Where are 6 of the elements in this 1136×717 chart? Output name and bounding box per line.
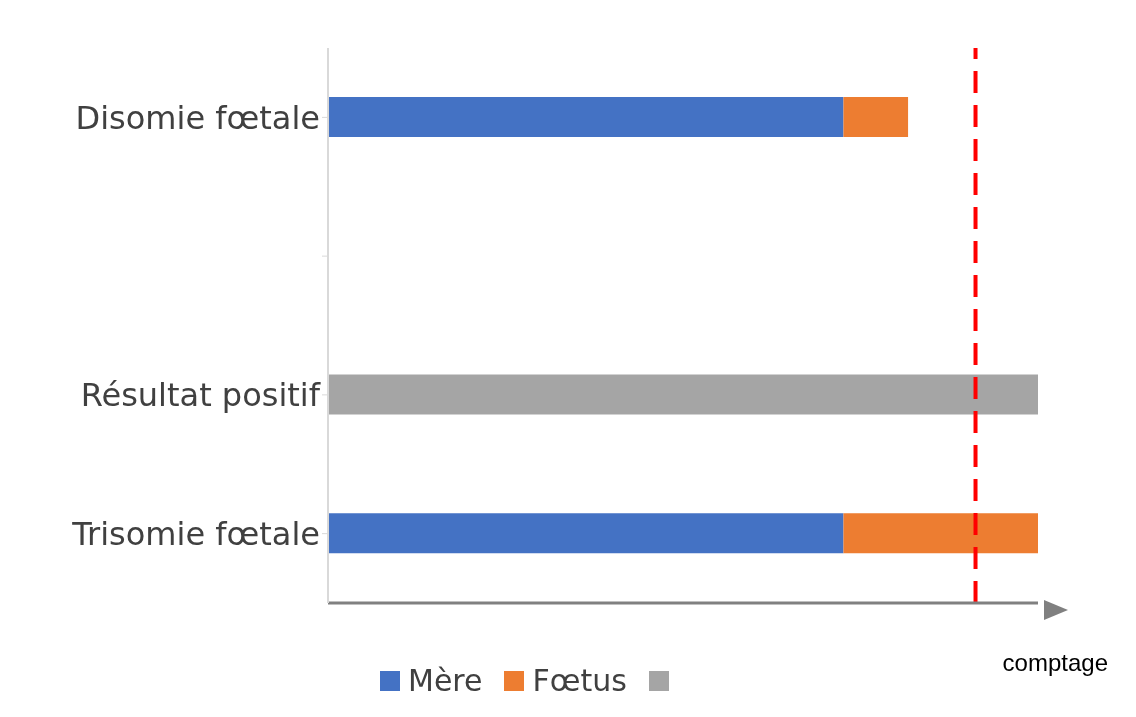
x-axis-title: comptage bbox=[1002, 649, 1108, 676]
y-tick-label: Disomie fœtale bbox=[75, 98, 320, 137]
y-tick-label: Trisomie fœtale bbox=[71, 514, 320, 553]
legend-label: Mère bbox=[408, 663, 483, 698]
y-tick-label: Résultat positif bbox=[80, 376, 321, 415]
legend-label: Fœtus bbox=[532, 663, 627, 698]
